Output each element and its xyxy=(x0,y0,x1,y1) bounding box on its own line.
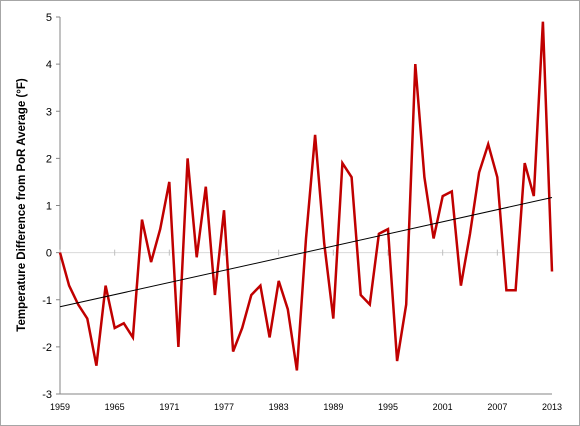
y-tick-label: 0 xyxy=(46,248,52,260)
y-tick-label: 5 xyxy=(46,12,52,24)
y-axis-label: Temperature Difference from PoR Average … xyxy=(16,78,28,332)
x-tick-label: 1989 xyxy=(323,402,343,412)
x-tick-label: 1965 xyxy=(105,402,125,412)
y-tick-label: -2 xyxy=(42,342,52,354)
y-tick-label: 2 xyxy=(46,153,52,165)
x-tick-label: 2013 xyxy=(542,402,562,412)
x-tick-label: 1983 xyxy=(269,402,289,412)
x-tick-label: 2007 xyxy=(487,402,507,412)
x-tick-label: 2001 xyxy=(433,402,453,412)
x-tick-label: 1977 xyxy=(214,402,234,412)
y-tick-label: 4 xyxy=(46,59,52,71)
y-tick-label: -1 xyxy=(42,295,52,307)
x-tick-label: 1995 xyxy=(378,402,398,412)
temperature-series-line xyxy=(58,21,554,371)
y-tick-label: -3 xyxy=(42,389,52,401)
y-tick-label: 3 xyxy=(46,106,52,118)
series-marks xyxy=(58,21,554,371)
x-tick-label: 1971 xyxy=(159,402,179,412)
trendline xyxy=(59,197,553,308)
x-tick-label: 1959 xyxy=(50,402,70,412)
y-tick-label: 1 xyxy=(46,201,52,213)
